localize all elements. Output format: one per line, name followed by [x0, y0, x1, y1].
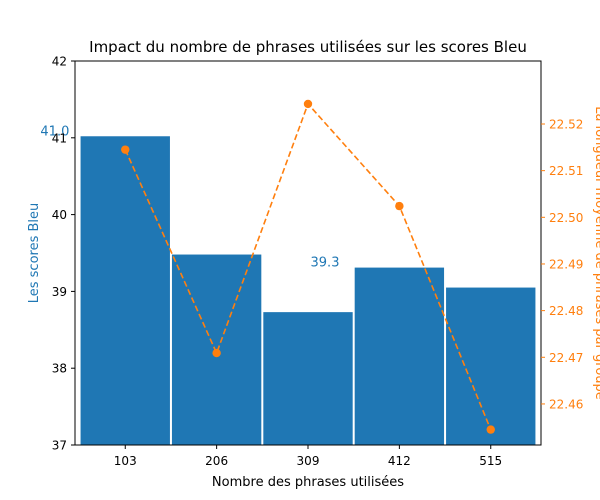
- y2-axis-label: La longueur moyenne de phrases par group…: [592, 106, 600, 400]
- bar-515: [446, 287, 536, 445]
- bar-412: [354, 267, 445, 445]
- x-tick-label: 103: [114, 454, 137, 468]
- y-tick-label: 42: [52, 55, 67, 69]
- y2-tick-label: 22.51: [549, 164, 583, 178]
- chart-title: Impact du nombre de phrases utilisées su…: [89, 38, 527, 56]
- y-tick-label: 38: [52, 362, 67, 376]
- y-tick-label: 41: [52, 131, 67, 145]
- y2-tick-label: 22.47: [549, 351, 583, 365]
- y-tick-label: 40: [52, 208, 67, 222]
- annotation-group: 41.0 39.3: [40, 124, 339, 270]
- y2-tick-label: 22.48: [549, 304, 583, 318]
- bar-103: [80, 136, 170, 446]
- annotation-label: 41.0: [40, 124, 69, 139]
- x-axis-label: Nombre des phrases utilisées: [212, 475, 404, 490]
- line-point-103: [121, 145, 130, 154]
- x-axis: 103 206 309 412 515: [114, 445, 502, 468]
- line-series: [121, 99, 495, 434]
- line-point-309: [303, 99, 313, 109]
- bar-group: [80, 136, 536, 446]
- y2-tick-label: 22.52: [549, 117, 583, 131]
- x-tick-label: 206: [205, 454, 228, 468]
- bar-309: [263, 312, 353, 445]
- left-axis: 37 38 39 40 41 42: [52, 55, 75, 453]
- y-tick-label: 37: [52, 439, 67, 453]
- x-tick-label: 309: [297, 454, 320, 468]
- y2-tick-label: 22.49: [549, 257, 583, 271]
- right-axis: 22.46 22.47 22.48 22.49 22.50 22.51 22.52: [541, 117, 583, 411]
- y-tick-label: 39: [52, 285, 67, 299]
- line-point-412: [395, 201, 404, 211]
- y-axis-label: Les scores Bleu: [27, 203, 42, 304]
- x-tick-label: 412: [388, 454, 411, 468]
- line-point-515: [486, 425, 495, 434]
- y2-tick-label: 22.46: [549, 397, 583, 411]
- y2-tick-label: 22.50: [549, 211, 583, 225]
- line-point-206: [212, 348, 221, 358]
- x-tick-label: 515: [479, 454, 502, 468]
- annotation-label: 39.3: [311, 256, 340, 271]
